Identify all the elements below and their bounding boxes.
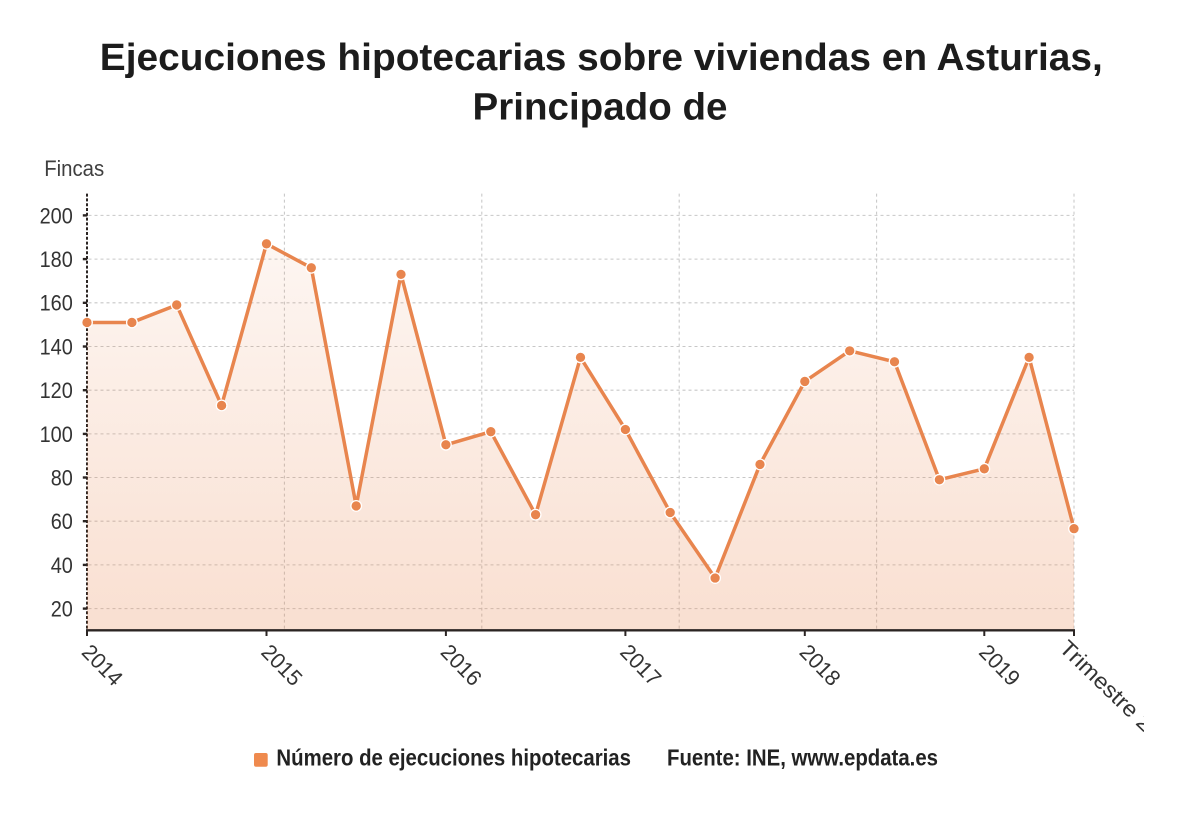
svg-text:Ejecuciones hipotecarias sobre: Ejecuciones hipotecarias sobre viviendas… (100, 36, 1103, 79)
svg-text:160: 160 (40, 291, 73, 316)
svg-text:180: 180 (40, 247, 73, 272)
svg-text:200: 200 (40, 203, 73, 228)
svg-text:60: 60 (51, 509, 73, 534)
svg-text:140: 140 (40, 334, 73, 359)
svg-text:120: 120 (40, 378, 73, 403)
svg-text:Fuente: INE, www.epdata.es: Fuente: INE, www.epdata.es (667, 745, 938, 771)
svg-text:40: 40 (51, 553, 73, 578)
svg-text:100: 100 (40, 422, 73, 447)
svg-text:Principado de: Principado de (473, 85, 728, 128)
svg-text:Fincas: Fincas (44, 156, 104, 181)
svg-text:80: 80 (51, 465, 73, 490)
svg-text:Número de ejecuciones hipoteca: Número de ejecuciones hipotecarias (276, 745, 631, 771)
svg-text:20: 20 (51, 597, 73, 622)
